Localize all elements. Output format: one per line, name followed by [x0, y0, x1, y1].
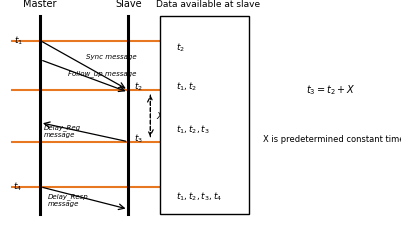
Text: Delay_Resp
message: Delay_Resp message: [48, 193, 89, 207]
Text: $t_2$: $t_2$: [176, 41, 185, 54]
Text: $t_3 = t_2 + X$: $t_3 = t_2 + X$: [306, 83, 356, 97]
Text: Follow_up message: Follow_up message: [68, 70, 137, 77]
Text: $X$: $X$: [156, 110, 165, 121]
Text: Master: Master: [23, 0, 57, 9]
Text: $t_1, t_2, t_3$: $t_1, t_2, t_3$: [176, 123, 210, 136]
Text: $t_1, t_2, t_3 ,t_4$: $t_1, t_2, t_3 ,t_4$: [176, 191, 223, 203]
Text: X is predetermined constant time: X is predetermined constant time: [263, 135, 401, 144]
Text: $t_1, t_2$: $t_1, t_2$: [176, 80, 198, 93]
Text: Delay_Req
message: Delay_Req message: [44, 124, 81, 138]
Text: Sync message: Sync message: [86, 54, 137, 60]
Text: Data available at slave: Data available at slave: [156, 0, 261, 9]
Text: Slave: Slave: [115, 0, 142, 9]
Text: $t_4$: $t_4$: [14, 180, 22, 193]
FancyBboxPatch shape: [160, 16, 249, 214]
Text: $t_1$: $t_1$: [14, 34, 22, 47]
Text: $t_2$: $t_2$: [134, 80, 143, 93]
Text: $t_3$: $t_3$: [134, 132, 143, 145]
